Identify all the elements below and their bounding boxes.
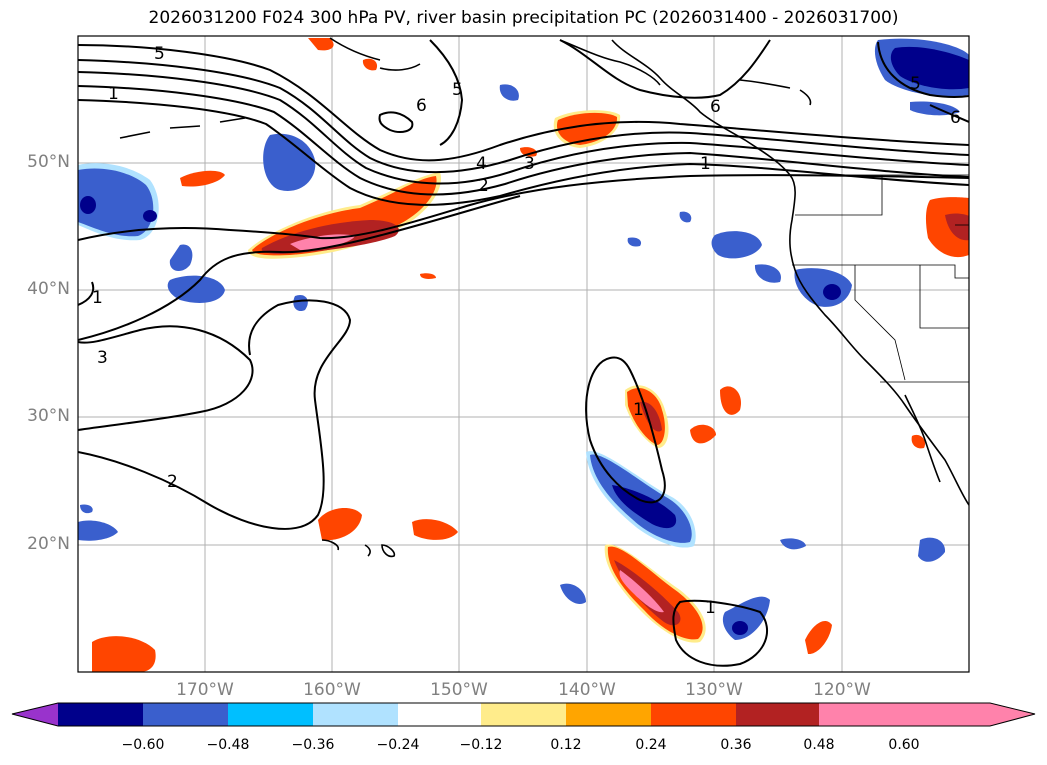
map-background <box>78 36 969 672</box>
contour-label: 2 <box>167 472 178 492</box>
lon-label-140w: 140°W <box>558 680 616 700</box>
colorbar-tick: −0.36 <box>291 737 335 753</box>
contour-label: 6 <box>710 97 721 117</box>
lat-label-50n: 50°N <box>27 152 70 172</box>
map-frame <box>77 35 970 673</box>
lon-label-130w: 130°W <box>685 680 743 700</box>
colorbar-tick: −0.12 <box>459 737 503 753</box>
colorbar-tick: 0.24 <box>635 737 667 753</box>
contour-label: 1 <box>700 154 711 174</box>
borders <box>792 174 969 383</box>
contour-label: 3 <box>524 154 535 174</box>
colorbar-tick: 0.36 <box>720 737 752 753</box>
positive-precip-areas <box>92 38 969 672</box>
contour-label: 1 <box>705 598 716 618</box>
lon-label-170w: 170°W <box>176 680 234 700</box>
contour-label: 6 <box>416 96 427 116</box>
contour-label: 1 <box>92 288 103 308</box>
negative-precip-areas <box>78 38 969 640</box>
gridlines <box>78 36 969 672</box>
colorbar-tick: 0.60 <box>888 737 920 753</box>
lon-label-120w: 120°W <box>813 680 871 700</box>
colorbar-tick: 0.12 <box>550 737 582 753</box>
contour-label: 2 <box>478 176 489 196</box>
contour-label: 4 <box>476 154 487 174</box>
colorbar-tick: −0.60 <box>121 737 165 753</box>
colorbar-tick: −0.48 <box>206 737 250 753</box>
lon-label-160w: 160°W <box>303 680 361 700</box>
contour-label: 6 <box>950 108 961 128</box>
contour-label: 5 <box>154 44 165 64</box>
colorbar-tick: −0.24 <box>376 737 420 753</box>
contour-label: 5 <box>910 74 921 94</box>
lat-label-40n: 40°N <box>27 279 70 299</box>
contour-label: 5 <box>452 80 463 100</box>
contour-label: 3 <box>97 348 108 368</box>
coastlines <box>119 37 969 558</box>
colorbar-tick: 0.48 <box>803 737 835 753</box>
contour-label: 1 <box>108 84 119 104</box>
lat-label-30n: 30°N <box>27 406 70 426</box>
contour-label: 1 <box>633 400 644 420</box>
map-title: 2026031200 F024 300 hPa PV, river basin … <box>148 8 899 28</box>
lon-label-150w: 150°W <box>430 680 488 700</box>
lat-label-20n: 20°N <box>27 534 70 554</box>
